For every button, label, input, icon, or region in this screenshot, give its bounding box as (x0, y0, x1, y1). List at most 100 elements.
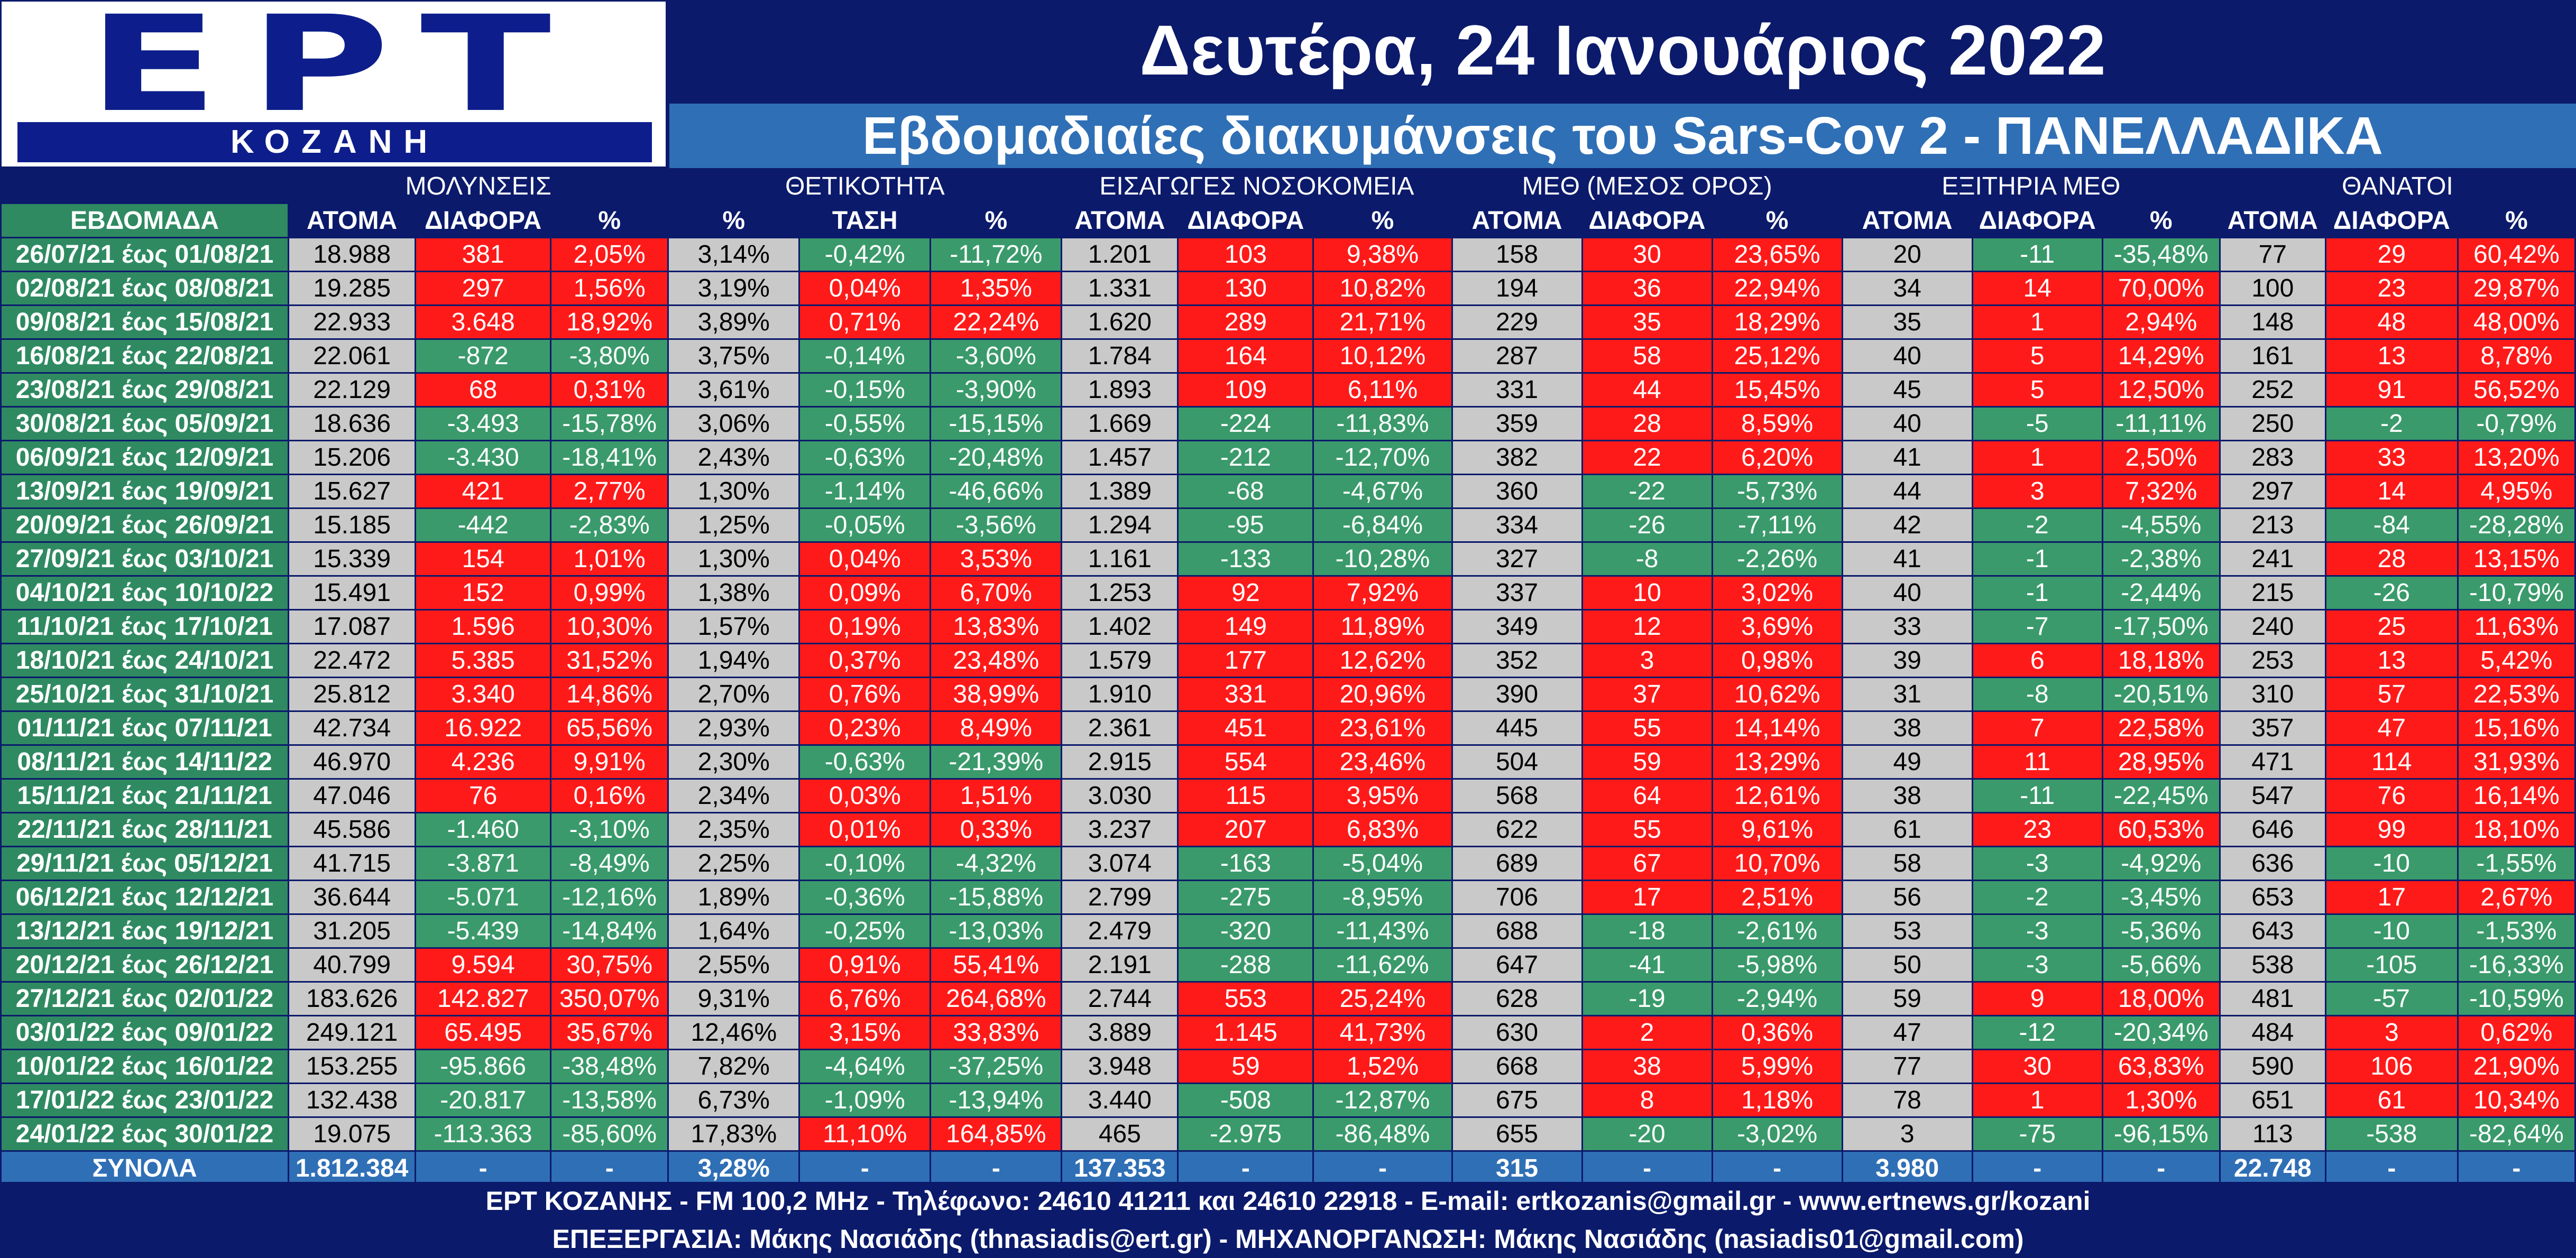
table-cell: -13,03% (930, 913, 1063, 949)
table-cell: 63,83% (2101, 1049, 2221, 1084)
table-cell: 36 (1581, 271, 1713, 306)
table-cell: 47.046 (288, 778, 417, 813)
table-cell: 23,65% (1711, 237, 1843, 272)
table-cell: 1.596 (415, 609, 552, 644)
week-cell: 29/11/21 έως 05/12/21 (0, 846, 290, 881)
table-cell: 334 (1451, 507, 1583, 543)
table-cell: 13,83% (930, 609, 1063, 644)
table-cell: 1,30% (2101, 1083, 2221, 1118)
table-cell: 77 (1841, 1049, 1973, 1084)
table-cell: 15.185 (288, 507, 417, 543)
table-cell: 76 (2324, 778, 2459, 813)
table-row: 03/01/22 έως 09/01/22 249.121 65.495 35,67%… (0, 1015, 2576, 1050)
table-cell: 297 (415, 271, 552, 306)
table-cell: 12,62% (1312, 643, 1453, 678)
totals-cell: 315 (1451, 1150, 1583, 1186)
table-cell: 1,30% (667, 541, 801, 577)
table-cell: 22,53% (2457, 677, 2576, 712)
table-cell: 2,55% (667, 947, 801, 983)
table-cell: -442 (415, 507, 552, 543)
table-cell: -0,36% (798, 880, 932, 915)
table-cell: -12,70% (1312, 440, 1453, 475)
week-cell: 25/10/21 έως 31/10/21 (0, 677, 290, 712)
table-cell: 100 (2219, 271, 2326, 306)
table-cell: 5.385 (415, 643, 552, 678)
table-cell: 164,85% (930, 1116, 1063, 1152)
totals-cell: - (930, 1150, 1063, 1186)
week-cell: 15/11/21 έως 21/11/21 (0, 778, 290, 813)
table-cell: -0,42% (798, 237, 932, 272)
table-cell: -1 (1971, 575, 2103, 610)
table-cell: 10,70% (1711, 846, 1843, 881)
table-cell: 10 (1581, 575, 1713, 610)
table-cell: 113 (2219, 1116, 2326, 1152)
table-cell: 8,78% (2457, 338, 2576, 374)
table-cell: 161 (2219, 338, 2326, 374)
table-cell: -5,98% (1711, 947, 1843, 983)
table-cell: 10,12% (1312, 338, 1453, 374)
table-cell: 18,29% (1711, 304, 1843, 340)
table-cell: -3,10% (550, 812, 669, 847)
table-cell: 0,23% (798, 710, 932, 746)
table-cell: 0,62% (2457, 1015, 2576, 1050)
table-cell: 47 (1841, 1015, 1973, 1050)
table-cell: 9 (1971, 981, 2103, 1016)
table-cell: -3,56% (930, 507, 1063, 543)
table-cell: -11 (1971, 778, 2103, 813)
column-header: ΑΤΟΜΑ (1061, 202, 1179, 238)
table-cell: 158 (1451, 237, 1583, 272)
table-cell: 45.586 (288, 812, 417, 847)
table-row: 09/08/21 έως 15/08/21 22.933 3.648 18,92% 3,… (0, 304, 2576, 340)
column-header: % (1711, 202, 1843, 238)
table-cell: 91 (2324, 372, 2459, 408)
table-cell: 5,99% (1711, 1049, 1843, 1084)
totals-cell: 3,28% (667, 1150, 801, 1186)
table-cell: 148 (2219, 304, 2326, 340)
week-cell: 22/11/21 έως 28/11/21 (0, 812, 290, 847)
table-cell: 2.191 (1061, 947, 1179, 983)
table-cell: 78 (1841, 1083, 1973, 1118)
table-cell: -15,15% (930, 406, 1063, 441)
table-cell: 16.922 (415, 710, 552, 746)
table-cell: 668 (1451, 1049, 1583, 1084)
table-cell: 1 (1971, 440, 2103, 475)
table-cell: 19.285 (288, 271, 417, 306)
totals-cell: - (1711, 1150, 1843, 1186)
table-cell: 106 (2324, 1049, 2459, 1084)
table-cell: 2,70% (667, 677, 801, 712)
table-cell: -8 (1581, 541, 1713, 577)
table-cell: 58 (1581, 338, 1713, 374)
table-row: 06/09/21 έως 12/09/21 15.206 -3.430 -18,41%… (0, 440, 2576, 475)
table-cell: 38,99% (930, 677, 1063, 712)
table-cell: -113.363 (415, 1116, 552, 1152)
table-cell: 76 (415, 778, 552, 813)
column-header: % (550, 202, 669, 238)
table-cell: 3,15% (798, 1015, 932, 1050)
table-cell: -10 (2324, 913, 2459, 949)
week-cell: 17/01/22 έως 23/01/22 (0, 1083, 290, 1118)
table-cell: -2.975 (1177, 1116, 1314, 1152)
table-cell: 0,04% (798, 271, 932, 306)
table-cell: 22.129 (288, 372, 417, 408)
table-cell: 9,61% (1711, 812, 1843, 847)
group-header-admissions: ΕΙΣΑΓΩΓΕΣ ΝΟΣΟΚΟΜΕΙΑ (1061, 168, 1453, 204)
table-cell: 11 (1971, 744, 2103, 780)
table-cell: 359 (1451, 406, 1583, 441)
table-cell: 3.237 (1061, 812, 1179, 847)
week-cell: 10/01/22 έως 16/01/22 (0, 1049, 290, 1084)
table-cell: -46,66% (930, 474, 1063, 509)
table-cell: 287 (1451, 338, 1583, 374)
table-cell: 250 (2219, 406, 2326, 441)
table-cell: 35 (1581, 304, 1713, 340)
table-cell: 23 (1971, 812, 2103, 847)
table-cell: 17 (2324, 880, 2459, 915)
table-cell: -11,72% (930, 237, 1063, 272)
table-cell: 28 (2324, 541, 2459, 577)
table-cell: -2 (1971, 507, 2103, 543)
table-cell: 289 (1177, 304, 1314, 340)
table-cell: -19 (1581, 981, 1713, 1016)
table-cell: 2,94% (2101, 304, 2221, 340)
table-cell: 1,51% (930, 778, 1063, 813)
table-cell: 0,99% (550, 575, 669, 610)
table-cell: -26 (2324, 575, 2459, 610)
